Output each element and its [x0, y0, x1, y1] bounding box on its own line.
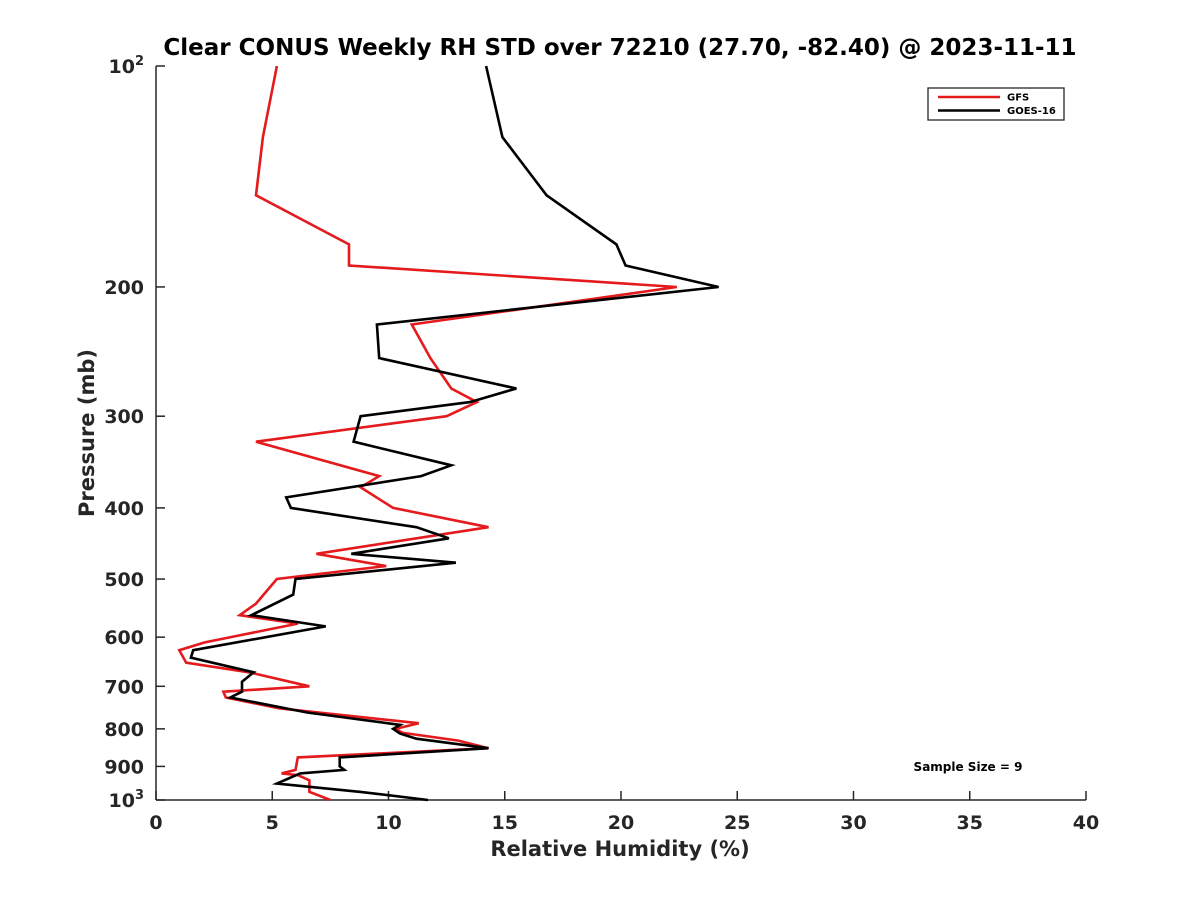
y-tick-label: 500 [104, 569, 144, 591]
legend: GFS GOES-16 [927, 87, 1065, 121]
y-tick-label: 103 [109, 788, 145, 812]
x-axis-label: Relative Humidity (%) [490, 837, 749, 861]
y-tick-label: 102 [109, 54, 145, 78]
y-tick-label: 700 [104, 676, 144, 698]
y-tick-label: 200 [104, 277, 144, 299]
legend-box [927, 87, 1065, 121]
y-axis-label: Pressure (mb) [75, 349, 99, 517]
y-tick-label: 900 [104, 756, 144, 778]
x-tick-label: 0 [149, 812, 162, 834]
x-tick-label: 20 [608, 812, 634, 834]
legend-label: GFS [1007, 93, 1029, 104]
y-tick-label: 300 [104, 406, 144, 428]
x-tick-label: 40 [1073, 812, 1099, 834]
x-tick-label: 5 [266, 812, 279, 834]
series-line-goes-16 [189, 65, 719, 802]
x-tick-label: 35 [957, 812, 983, 834]
chart-title: Clear CONUS Weekly RH STD over 72210 (27… [163, 35, 1076, 61]
y-tick-label: 600 [104, 627, 144, 649]
y-tick-label: 800 [104, 719, 144, 741]
x-tick-label: 10 [375, 812, 401, 834]
y-tick-label: 400 [104, 498, 144, 520]
plot-area: 0 5 10 15 20 25 30 35 40 102 200 300 400 500 600 700 800… [104, 54, 1099, 834]
sample-size-annotation: Sample Size = 9 [914, 760, 1023, 774]
x-tick-label: 25 [724, 812, 750, 834]
x-tick-label: 30 [840, 812, 866, 834]
x-tick-label: 15 [492, 812, 518, 834]
legend-label: GOES-16 [1007, 106, 1056, 117]
